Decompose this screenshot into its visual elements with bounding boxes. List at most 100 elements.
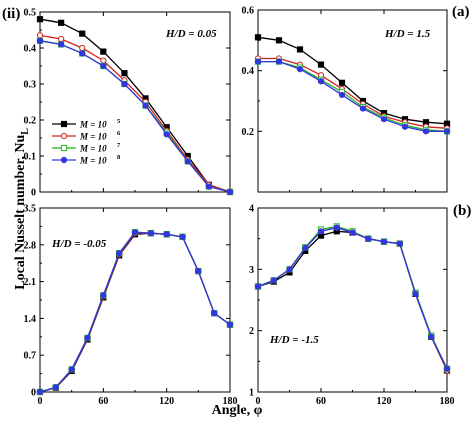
series-4-point [184,158,191,165]
series-line-1 [257,36,448,125]
series-4-point [380,116,388,123]
y-tick-label: 0 [31,388,36,399]
y-axis-title-text: Local Nusselt number, Nu [13,134,29,290]
series-1-point [254,34,262,41]
series-line-2 [39,34,231,193]
y-tick-label: 0.5 [24,8,37,19]
panel-1: 0 0.1 0.2 0.3 0.4 0.5 H/D = 0.05 [24,8,234,199]
series-4-point [226,321,234,328]
legend-exponent-3: 7 [117,142,121,149]
series-line-4 [257,226,448,369]
panel-3: 0 0.7 1.4 2.1 2.8 3.5 0 60 120 180 H/D = -0.05 [24,204,238,408]
legend-label-3: M = 10 [79,144,107,154]
series-4-point [338,91,346,99]
series-4-point [317,78,325,85]
series-1-point [58,19,65,26]
legend-exponent-1: 5 [117,118,121,125]
y-tick-label: 0.6 [242,6,255,17]
series-line-2 [257,226,448,371]
series-4-point [349,229,356,236]
y-tick-label: 0 [31,188,36,199]
x-tick-label: 120 [159,396,174,407]
series-4-point [195,267,202,275]
series-4-point [179,233,186,241]
panel-tag-a: (a) [452,4,470,20]
series-4-point [79,50,86,57]
x-tick-label: 0 [256,396,261,407]
y-tick-label: 0.1 [24,152,37,163]
panel-2: 0.2 0.4 0.6 H/D = 1.5 [242,6,451,193]
legend-marker-4 [60,156,68,164]
series-1-point [338,79,346,86]
series-1-point [317,61,325,68]
y-tick-label: 0.2 [24,116,37,127]
y-tick-label: 2 [249,326,254,337]
series-1-point [100,48,107,55]
series-4-point [365,235,372,242]
series-4-point [317,228,325,235]
series-4-point [443,128,451,135]
series-4-point [36,388,44,396]
series-4-point [58,41,65,48]
series-4-point [211,310,218,317]
y-tick-label: 3.5 [24,204,37,215]
panel-4: 1 2 3 4 0 60 120 180 H/D = -1.5 [249,204,455,408]
legend-marker-2 [60,132,68,140]
legend-label-1: M = 10 [79,120,107,130]
legend-label-4: M = 10 [79,156,107,166]
y-tick-label: 1.4 [24,314,37,325]
series-4-point [68,366,75,373]
series-line-2 [258,57,448,129]
series-line-3 [39,40,231,193]
series-4-point [359,105,367,112]
annotation-hd: H/D = -0.05 [51,238,107,250]
series-4-point [428,333,435,340]
series-4-point [254,283,262,290]
x-tick-label: 60 [98,396,108,407]
series-4-point [226,188,234,196]
annotation-hd: H/D = -1.5 [269,334,319,346]
series-4-point [254,58,262,65]
series-line-4 [39,40,231,193]
y-tick-label: 0.2 [242,127,255,138]
legend: M = 10 5 M = 10 6 M = 10 7 M = 10 8 [52,118,121,166]
series-4-point [380,238,388,245]
series-2-point [58,35,65,43]
series-4-point [205,183,212,190]
series-line-3 [257,225,448,369]
series-line-1 [39,18,231,193]
series-line-1 [39,232,231,393]
x-tick-label: 0 [38,396,43,407]
series-4-point [275,58,283,65]
y-tick-label: 3 [249,265,254,276]
series-4-point [286,266,293,273]
series-1-point [296,46,304,53]
legend-marker-3 [60,144,68,152]
series-1-point [79,30,86,37]
x-tick-label: 180 [223,396,238,407]
series-2-point [36,32,44,39]
panel-tag-b: (b) [453,203,472,219]
y-tick-label: 1 [249,388,254,399]
series-4-point [147,230,154,237]
series-4-point [116,250,123,257]
series-4-point [163,231,170,238]
x-tick-label: 60 [316,396,326,407]
series-1-point [121,70,128,77]
series-4-point [100,62,107,70]
x-tick-label: 180 [440,396,455,407]
series-4-point [412,290,419,297]
series-4-point [401,123,409,130]
series-4-point [422,128,430,135]
series-4-point [443,365,451,372]
series-4-point [296,66,304,73]
series-4-point [396,240,403,247]
y-axis-title: Local Nusselt number, NuL [13,109,31,309]
series-1-point [36,16,44,23]
annotation-hd: H/D = 1.5 [384,28,431,40]
legend-label-2: M = 10 [79,132,107,142]
y-tick-label: 4 [249,204,254,215]
series-4-point [163,131,170,138]
y-tick-label: 0.3 [24,80,37,91]
